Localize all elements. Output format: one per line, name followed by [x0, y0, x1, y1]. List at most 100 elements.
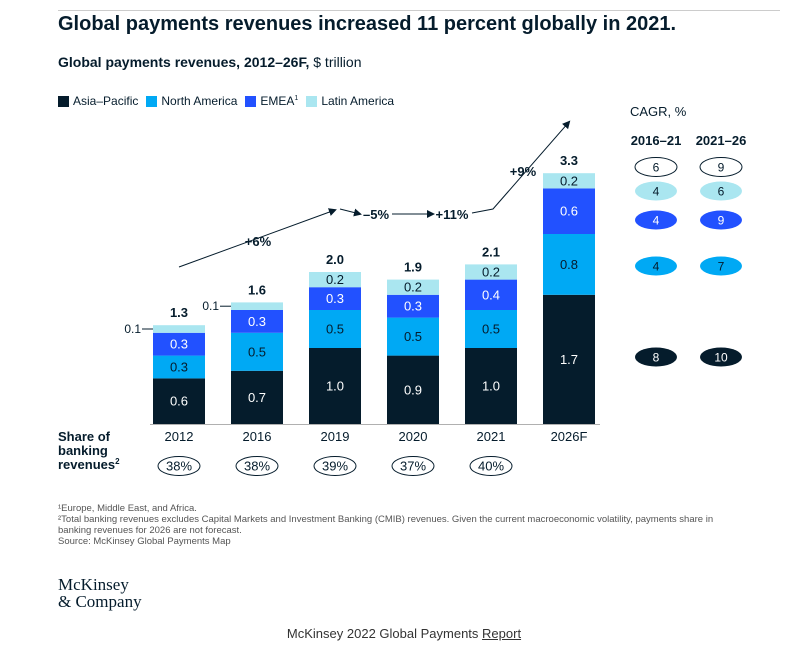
total-label-2021: 2.1 [482, 244, 500, 259]
bar-latin-america-2016 [231, 302, 283, 310]
cagr-value-latin-america-1: 6 [653, 161, 660, 175]
cagr-pill-latin-america-2 [699, 157, 743, 177]
stacked-bar-chart: 0.6 0.3 0.3 0.1 1.3 2012 0.7 0.5 0.3 0.1 1.6 2016 1.… [58, 104, 747, 476]
bar-north-america-2016 [231, 332, 283, 371]
bar-label-north-america-2019: 0.5 [326, 322, 344, 337]
mckinsey-logo-line1: McKinsey [58, 575, 129, 594]
x-tick-2019: 2019 [321, 429, 350, 444]
share-label-line-3: revenues2 [58, 457, 120, 472]
share-value-2019: 39% [322, 459, 348, 474]
legend-label-asia: Asia–Pacific [73, 94, 139, 108]
bar-north-america-2019 [309, 310, 361, 348]
bar-label-north-america-2020: 0.5 [404, 329, 422, 344]
bar-north-america-2026F [543, 234, 595, 295]
bar-label-emea-2020: 0.3 [404, 299, 422, 314]
chart-subtitle: Global payments revenues, 2012–26F, $ tr… [58, 54, 362, 70]
bar-asia-2019 [309, 348, 361, 424]
bar-label-north-america-2012: 0.3 [170, 360, 188, 375]
bar-emea-2026F [543, 188, 595, 234]
bar-label-north-america-2021: 0.5 [482, 322, 500, 337]
bar-north-america-2012 [153, 355, 205, 379]
bar-label-latin-america-2020: 0.2 [404, 280, 422, 295]
bar-emea-2020 [387, 294, 439, 318]
bar-latin-america-2012 [153, 325, 205, 333]
total-label-2020: 1.9 [404, 260, 422, 275]
legend-item-latin-america: Latin America [306, 94, 394, 108]
bar-latin-america-2020 [387, 279, 439, 295]
legend-label-north-america: North America [161, 94, 238, 108]
bar-emea-2021 [465, 279, 517, 310]
x-tick-2026F: 2026F [551, 429, 588, 444]
share-value-2021: 40% [478, 459, 504, 474]
cagr-pill-total-2 [700, 347, 742, 367]
legend: Asia–Pacific North America EMEA1 Latin A… [58, 94, 394, 108]
bar-label-latin-america-2021: 0.2 [482, 265, 500, 280]
cagr-pill-emea-2 [700, 181, 742, 201]
bar-label-north-america-2016: 0.5 [248, 344, 266, 359]
cagr-value-total-1: 8 [653, 351, 660, 365]
legend-swatch-north-america [146, 95, 158, 107]
total-label-2019: 2.0 [326, 252, 344, 267]
share-pill-2020 [391, 456, 435, 476]
legend-label-emea: EMEA1 [260, 94, 298, 108]
bar-north-america-2021 [465, 310, 517, 348]
cagr-value-total-2: 10 [714, 351, 728, 365]
bar-asia-2012 [153, 378, 205, 424]
share-value-2012: 38% [166, 459, 192, 474]
cagr-value-asia-1: 4 [653, 260, 660, 274]
bar-asia-2021 [465, 348, 517, 424]
bar-latin-america-2021 [465, 264, 517, 280]
legend-swatch-latin-america [306, 95, 318, 107]
bar-asia-2016 [231, 370, 283, 424]
trend-arrow-2 [339, 208, 362, 217]
footnote-2: ²Total banking revenues excludes Capital… [58, 514, 714, 525]
cagr-pill-asia-2 [700, 256, 742, 276]
legend-item-north-america: North America [146, 94, 237, 108]
bar-label-latin-america-2016: 0.1 [202, 299, 219, 313]
share-pill-2016 [235, 456, 279, 476]
cagr-pill-emea-1 [635, 181, 677, 201]
legend-swatch-asia [58, 95, 69, 107]
bar-emea-2012 [153, 332, 205, 356]
share-label-line-1: Share of [58, 429, 111, 444]
legend-swatch-emea [245, 95, 257, 107]
bar-label-asia-2026F: 1.7 [560, 352, 578, 367]
growth-label-3: +11% [436, 207, 469, 222]
x-tick-2012: 2012 [165, 429, 194, 444]
growth-label-4: +9% [510, 164, 537, 179]
chart-subtitle-bold: Global payments revenues, 2012–26F, [58, 54, 310, 70]
legend-item-emea: EMEA1 [245, 94, 298, 108]
total-label-2012: 1.3 [170, 305, 188, 320]
bar-asia-2026F [543, 294, 595, 424]
trend-arrow-4 [471, 120, 571, 214]
share-label-line-2: banking [58, 443, 108, 458]
footnote-1: ¹Europe, Middle East, and Africa. [58, 503, 197, 514]
share-pill-2021 [469, 456, 513, 476]
x-tick-2020: 2020 [399, 429, 428, 444]
total-label-2016: 1.6 [248, 282, 266, 297]
legend-label-latin-america: Latin America [321, 94, 395, 108]
cagr-value-emea-2: 6 [718, 185, 725, 199]
bar-emea-2016 [231, 310, 283, 333]
share-pill-2012 [157, 456, 201, 476]
bar-label-latin-america-2019: 0.2 [326, 272, 344, 287]
cagr-column-2: 2021–26 [696, 133, 747, 148]
bar-emea-2019 [309, 287, 361, 310]
share-value-2016: 38% [244, 459, 270, 474]
bar-label-emea-2021: 0.4 [482, 287, 500, 302]
cagr-pill-north-america-1 [635, 210, 677, 230]
legend-label-emea-sup: 1 [294, 95, 299, 102]
share-value-2020: 37% [400, 459, 426, 474]
cagr-pill-latin-america-1 [634, 157, 678, 177]
report-link[interactable]: Report [482, 626, 522, 641]
footnotes: ¹Europe, Middle East, and Africa. ²Total… [58, 503, 738, 547]
cagr-value-asia-2: 7 [718, 260, 725, 274]
bar-asia-2020 [387, 355, 439, 424]
cagr-pill-asia-1 [635, 256, 677, 276]
share-pill-2019 [313, 456, 357, 476]
bar-label-asia-2021: 1.0 [482, 379, 500, 394]
bar-label-emea-2026F: 0.6 [560, 204, 578, 219]
mckinsey-logo-line2: & Company [58, 592, 142, 611]
bar-label-emea-2012: 0.3 [170, 337, 188, 352]
bar-label-emea-2019: 0.3 [326, 291, 344, 306]
